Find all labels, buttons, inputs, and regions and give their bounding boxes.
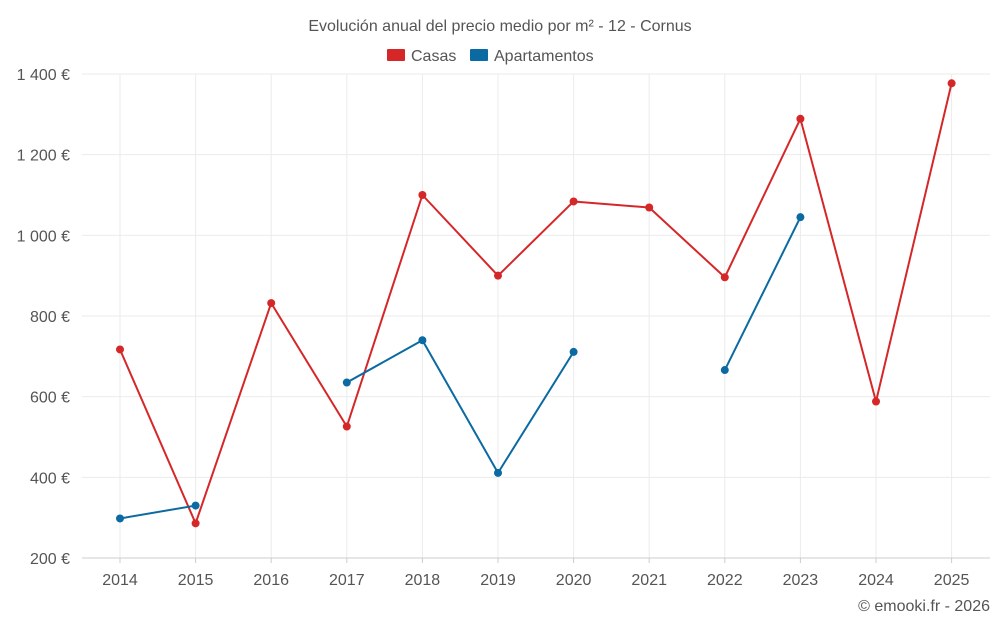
data-point-apartamentos-2018[interactable] — [418, 336, 427, 345]
data-point-apartamentos-2019[interactable] — [494, 468, 502, 477]
grid — [82, 73, 990, 558]
data-point-apartamentos-2015[interactable] — [191, 501, 200, 510]
y-tick-label: 1 200 € — [17, 148, 70, 165]
x-tick-label: 2019 — [480, 572, 516, 589]
legend-item-casas[interactable]: Casas — [387, 48, 456, 65]
x-tick-label: 2015 — [178, 572, 214, 589]
y-tick-label: 400 € — [30, 470, 70, 487]
legend[interactable]: Casas Apartamentos — [387, 48, 594, 65]
x-tick-label: 2017 — [329, 572, 365, 589]
data-point-casas-2025[interactable] — [947, 79, 956, 88]
data-point-apartamentos-2017[interactable] — [342, 378, 351, 387]
x-tick-label: 2024 — [858, 572, 894, 589]
x-tick-label: 2022 — [707, 572, 743, 589]
x-tick-label: 2023 — [783, 572, 819, 589]
x-tick-label: 2021 — [631, 572, 667, 589]
series-line-apartamentos — [119, 504, 196, 520]
data-point-casas-2018[interactable] — [418, 191, 427, 199]
data-point-casas-2024[interactable] — [872, 397, 880, 406]
x-tick-label: 2020 — [556, 572, 592, 589]
data-point-casas-2019[interactable] — [494, 271, 502, 280]
legend-swatch-casas — [387, 49, 405, 61]
x-tick-label: 2016 — [253, 572, 289, 589]
data-point-casas-2021[interactable] — [645, 203, 654, 212]
data-point-apartamentos-2020[interactable] — [569, 347, 578, 356]
x-tick-label: 2025 — [934, 572, 970, 589]
series-layer — [116, 79, 956, 528]
x-tick-label: 2014 — [102, 572, 138, 589]
data-point-apartamentos-2022[interactable] — [720, 366, 729, 375]
legend-label-casas: Casas — [411, 48, 456, 65]
credit-text: © emooki.fr - 2026 — [858, 598, 990, 615]
data-point-casas-2016[interactable] — [267, 299, 276, 308]
series-line-casas — [119, 83, 953, 525]
y-tick-label: 200 € — [30, 551, 70, 568]
series-line-apartamentos — [723, 216, 802, 371]
data-point-casas-2023[interactable] — [796, 114, 805, 123]
legend-swatch-apartamentos — [470, 49, 488, 61]
data-point-casas-2015[interactable] — [191, 519, 200, 528]
axes: 200 € 400 € 600 € 800 € 1 000 € 1 200 € 1 400 … — [17, 67, 990, 589]
data-point-casas-2014[interactable] — [116, 345, 124, 354]
legend-label-apartamentos: Apartamentos — [494, 48, 594, 65]
chart-title: Evolución anual del precio medio por m² … — [308, 18, 691, 35]
y-tick-label: 1 400 € — [17, 67, 70, 84]
y-tick-label: 800 € — [30, 309, 70, 326]
y-tick-label: 600 € — [30, 390, 70, 407]
series-line-apartamentos — [346, 339, 575, 474]
data-point-apartamentos-2023[interactable] — [796, 213, 805, 222]
y-tick-label: 1 000 € — [17, 228, 70, 245]
data-point-apartamentos-2014[interactable] — [116, 514, 124, 523]
data-point-casas-2022[interactable] — [720, 273, 729, 282]
data-point-casas-2020[interactable] — [569, 197, 578, 206]
data-point-casas-2017[interactable] — [342, 422, 351, 431]
legend-item-apartamentos[interactable]: Apartamentos — [470, 48, 594, 65]
x-tick-label: 2018 — [405, 572, 441, 589]
